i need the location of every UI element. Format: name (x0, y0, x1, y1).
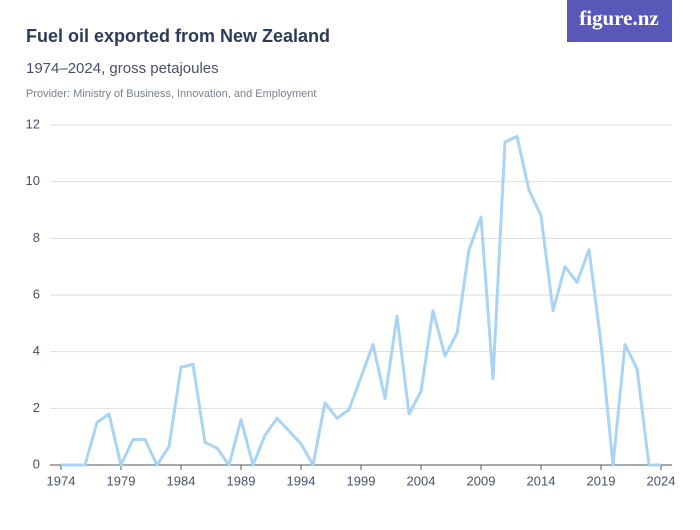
x-tick-label: 1999 (347, 473, 376, 488)
y-tick-label: 10 (26, 173, 40, 188)
x-tick-label: 2004 (407, 473, 436, 488)
x-tick-label: 2019 (587, 473, 616, 488)
x-tick-label: 2014 (527, 473, 556, 488)
y-tick-label: 0 (33, 456, 40, 471)
provider: Provider: Ministry of Business, Innovati… (26, 88, 316, 100)
x-tick-label: 2024 (647, 473, 676, 488)
logo-box (567, 0, 672, 42)
data-line (61, 134, 661, 467)
x-tick-label: 1974 (47, 473, 76, 488)
x-tick-label: 2009 (467, 473, 496, 488)
x-tick-label: 1994 (287, 473, 316, 488)
y-tick-label: 12 (26, 116, 40, 131)
chart-subtitle: 1974–2024, gross petajoules (26, 60, 219, 77)
x-tick-label: 1979 (107, 473, 136, 488)
y-tick-label: 8 (33, 230, 40, 245)
x-tick-label: 1989 (227, 473, 256, 488)
y-tick-label: 2 (33, 400, 40, 415)
y-tick-label: 4 (33, 343, 40, 358)
logo[interactable]: figure.nz (579, 6, 659, 30)
chart-title: Fuel oil exported from New Zealand (26, 26, 330, 46)
y-tick-label: 6 (33, 286, 40, 301)
x-tick-label: 1984 (167, 473, 196, 488)
